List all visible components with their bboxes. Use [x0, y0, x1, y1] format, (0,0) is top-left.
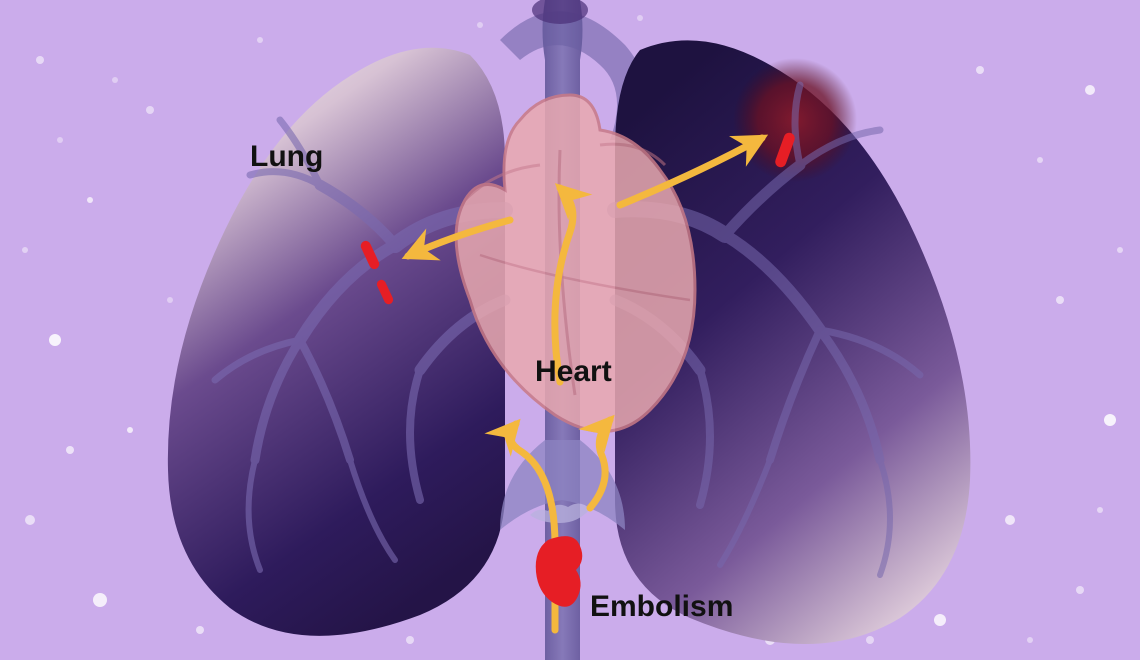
label-lung: Lung — [250, 140, 323, 174]
pulmonary-embolism-diagram: Lung Heart Embolism — [0, 0, 1140, 660]
label-embolism: Embolism — [590, 590, 733, 624]
label-heart: Heart — [535, 355, 612, 389]
diagram-svg — [0, 0, 1140, 660]
